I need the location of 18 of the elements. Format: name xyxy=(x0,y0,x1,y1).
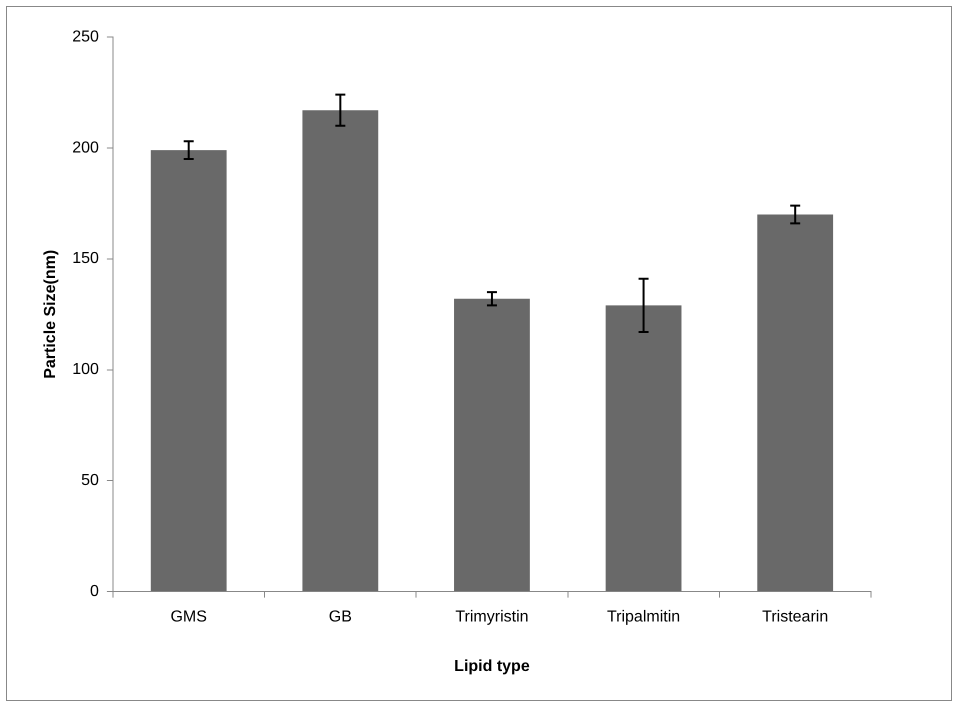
x-axis-title: Lipid type xyxy=(454,658,530,675)
bar xyxy=(606,305,682,592)
bar xyxy=(302,110,378,592)
x-tick-label: Tripalmitin xyxy=(606,608,680,626)
bar xyxy=(150,150,227,592)
y-tick-label: 250 xyxy=(72,28,99,46)
y-tick-label: 150 xyxy=(72,250,99,268)
bar xyxy=(757,214,834,592)
y-tick-label: 100 xyxy=(72,361,99,378)
x-tick-label: Tristearin xyxy=(762,608,828,626)
y-tick-label: 0 xyxy=(90,583,99,600)
y-tick-label: 50 xyxy=(81,472,99,490)
bar xyxy=(454,298,530,592)
x-tick-label: GMS xyxy=(170,608,207,626)
y-axis-title: Particle Size(nm) xyxy=(42,250,60,379)
x-tick-label: Trimyristin xyxy=(455,608,529,626)
x-tick-label: GB xyxy=(328,608,352,626)
y-tick-label: 200 xyxy=(72,139,99,156)
